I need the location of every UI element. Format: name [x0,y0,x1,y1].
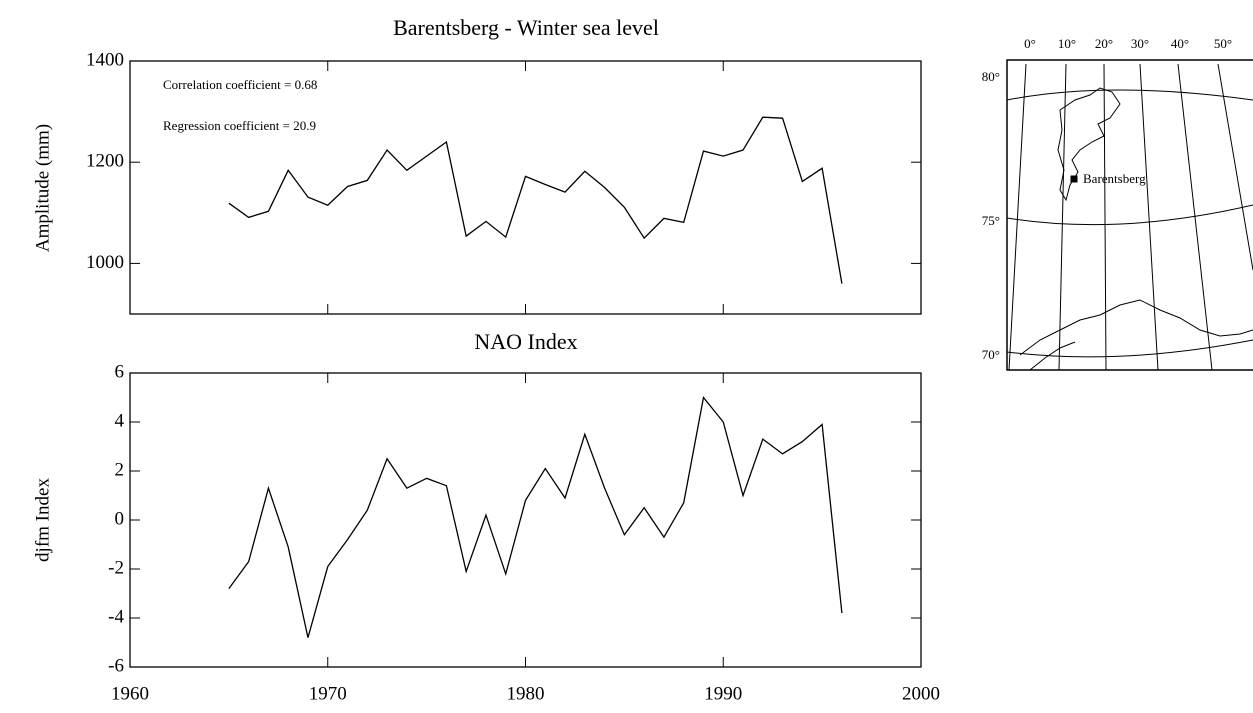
longitude-label: 0° [1024,36,1036,51]
y-tick-label: -6 [108,655,124,676]
longitude-label: 20° [1095,36,1113,51]
x-tick-label: 2000 [902,683,940,704]
y-axis-label: Amplitude (mm) [32,124,53,252]
station-marker [1070,175,1078,183]
coastline [1057,87,1121,202]
x-tick-label: 1990 [704,683,742,704]
y-tick-label: 1400 [86,49,124,70]
y-tick-label: 0 [115,508,125,529]
data-line [228,116,843,284]
map [1006,59,1253,371]
meridian [1217,63,1253,271]
annotation: Correlation coefficient = 0.68 [163,77,317,92]
x-tick-label: 1970 [309,683,347,704]
chart-title: NAO Index [474,329,577,354]
y-axis-label: djfm Index [32,478,53,562]
place-label: Barentsberg [1083,171,1146,186]
longitude-label: 30° [1131,36,1149,51]
meridian [1058,63,1067,371]
coastline [1019,299,1253,356]
y-tick-label: -2 [108,557,124,578]
parallel [1006,89,1253,101]
longitude-label: 10° [1058,36,1076,51]
latitude-label: 70° [982,347,1000,362]
meridian [1139,63,1159,371]
meridian [1103,63,1107,371]
latitude-label: 80° [982,69,1000,84]
longitude-label: 40° [1171,36,1189,51]
meridian [1008,63,1027,371]
y-tick-label: 2 [115,459,125,480]
parallel [1006,204,1253,226]
y-tick-label: 4 [115,410,125,431]
x-tick-label: 1980 [507,683,545,704]
plot-frame [129,60,922,315]
parallel [1006,339,1253,358]
meridian [1177,63,1213,371]
y-tick-label: 6 [115,361,125,382]
data-line [228,395,843,638]
y-tick-label: 1200 [86,151,124,172]
y-tick-label: -4 [108,606,124,627]
longitude-label: 50° [1214,36,1232,51]
plot-frame [129,372,922,668]
coastline [1029,341,1076,371]
x-tick-label: 1960 [111,683,149,704]
annotation: Regression coefficient = 20.9 [163,118,316,133]
y-tick-label: 1000 [86,252,124,273]
map-frame [1006,59,1253,371]
latitude-label: 75° [982,213,1000,228]
chart-title: Barentsberg - Winter sea level [393,15,659,40]
